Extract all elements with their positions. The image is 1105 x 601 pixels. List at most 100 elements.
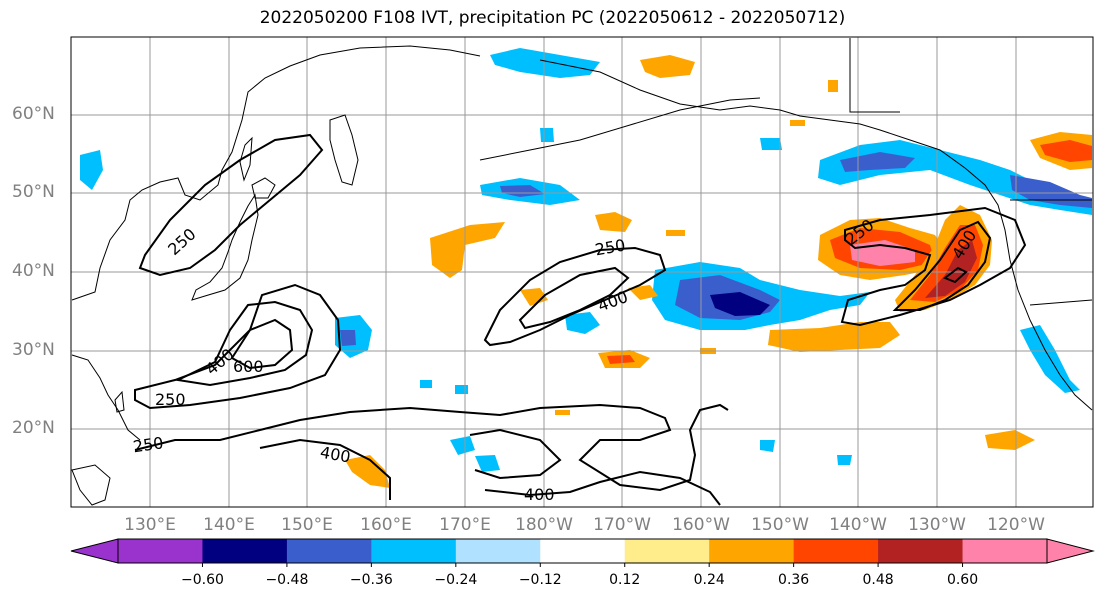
colorbar-tick-label: 0.48 — [862, 572, 894, 588]
precip-pos-patch — [985, 430, 1035, 450]
coastline-sakhalin — [239, 136, 253, 182]
ivt-contours — [134, 133, 1027, 506]
precip-pos-patch — [430, 222, 505, 278]
lon-label: 150°W — [751, 515, 809, 535]
coastline-alaska — [539, 59, 1093, 411]
colorbar-tick-label: −0.36 — [349, 572, 393, 588]
precip-pos-patch — [925, 240, 977, 298]
map-title: 2022050200 F108 IVT, precipitation PC (2… — [259, 8, 846, 28]
coastline-asia-south — [71, 354, 141, 441]
precip-neg-patch — [500, 185, 545, 197]
lat-label: 30°N — [12, 340, 55, 360]
lat-label: 60°N — [12, 104, 55, 124]
ivt-contour-400 — [518, 266, 630, 330]
colorbar-swatch — [202, 539, 288, 563]
precip-pos-patch — [628, 285, 658, 300]
coastline-philippines — [71, 464, 111, 506]
colorbar-extend-low — [70, 538, 119, 564]
ivt-contour-inner — [942, 266, 968, 284]
map-frame — [70, 36, 1094, 508]
colorbar-tick-label: 0.60 — [946, 572, 979, 588]
precip-pos-patch — [790, 120, 805, 126]
precip-pos-patch — [1040, 140, 1092, 162]
precip-pos-patch — [768, 322, 900, 352]
coastline-taiwan — [114, 390, 125, 413]
precip-neg-patch — [340, 330, 356, 346]
colorbar-tick-label: −0.60 — [181, 572, 224, 588]
precip-pos-patch — [595, 212, 632, 232]
precip-neg-patch — [420, 380, 432, 388]
contour-label: 250 — [164, 224, 199, 259]
precip-shading — [80, 48, 1092, 488]
lon-label: 160°E — [360, 515, 412, 535]
map-grid — [71, 37, 1093, 507]
precip-neg-patch — [837, 455, 852, 465]
colorbar-extend-high — [1046, 538, 1095, 564]
colorbar-swatch — [455, 539, 541, 563]
precip-neg-patch — [1010, 175, 1092, 208]
colorbar-swatch — [118, 539, 203, 563]
colorbar-swatch — [709, 539, 795, 563]
coastline-asia — [71, 45, 481, 301]
precip-neg-patch — [455, 385, 468, 394]
precip-neg-patch — [475, 455, 500, 472]
colorbar-swatch — [624, 539, 710, 563]
coastline-japan — [191, 193, 259, 301]
precip-pos-patch — [520, 288, 548, 306]
ivt-contour-250 — [138, 133, 324, 277]
lon-label: 180°W — [515, 515, 573, 535]
colorbar-tick-label: 0.24 — [693, 572, 725, 588]
ivt-contour-400 — [484, 470, 721, 506]
colorbar-outline — [117, 538, 1048, 564]
contour-label: 400 — [595, 287, 630, 315]
colorbar-swatch — [793, 539, 879, 563]
precip-pos-patch — [666, 230, 685, 236]
colorbar — [70, 538, 1095, 567]
precip-neg-patch — [760, 440, 775, 452]
colorbar-swatch — [286, 539, 372, 563]
lat-label: 20°N — [12, 418, 55, 438]
ivt-contour-250 — [483, 246, 667, 347]
lat-label: 40°N — [12, 261, 55, 281]
border-canada — [849, 38, 900, 113]
border-mexico — [1029, 299, 1093, 306]
precip-neg-patch — [565, 312, 600, 334]
colorbar-tick-label: 0.12 — [609, 572, 641, 588]
precip-pos-patch — [640, 55, 695, 78]
contour-label: 250 — [132, 433, 165, 456]
lon-label: 140°W — [829, 515, 887, 535]
precip-neg-patch — [450, 436, 475, 455]
coastline-kamchatka — [329, 114, 359, 186]
colorbar-swatch — [371, 539, 457, 563]
precip-pos-patch — [345, 455, 390, 488]
lon-label: 170°W — [593, 515, 651, 535]
coastlines — [71, 38, 1093, 506]
coastline-aleutians — [479, 97, 761, 161]
precip-pos-patch — [910, 225, 983, 302]
precip-neg-patch — [80, 150, 103, 190]
colorbar-tick-label: −0.12 — [518, 572, 562, 588]
contour-label: 400 — [524, 485, 555, 504]
contour-label: 250 — [155, 390, 186, 409]
precip-neg-patch — [840, 152, 915, 172]
ivt-contour-250 — [840, 206, 1027, 327]
lat-label: 50°N — [12, 182, 55, 202]
lon-label: 160°W — [672, 515, 730, 535]
colorbar-tick-label: −0.24 — [434, 572, 478, 588]
colorbar-swatch — [878, 539, 964, 563]
coastline-hokkaido — [251, 177, 276, 199]
precip-neg-patch — [710, 292, 770, 316]
lon-label: 130°W — [908, 515, 966, 535]
precip-neg-patch — [540, 128, 554, 142]
contour-label: 600 — [233, 357, 264, 376]
lon-label: 170°E — [439, 515, 491, 535]
ivt-contour-600 — [230, 318, 294, 370]
ivt-contour-400 — [174, 300, 314, 387]
lon-label: 120°W — [987, 515, 1045, 535]
lon-label: 150°E — [281, 515, 333, 535]
ivt-contour-400 — [892, 220, 992, 311]
precip-neg-patch — [490, 48, 600, 78]
ivt-contour-400 — [469, 428, 562, 480]
ivt-contour-250 — [134, 283, 342, 410]
